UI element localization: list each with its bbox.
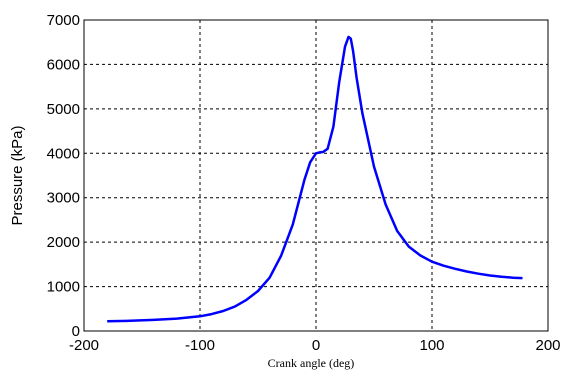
y-tick-label: 1000 — [47, 279, 80, 296]
y-axis-label: Pressure (kPa) — [9, 125, 26, 225]
y-tick-label: 4000 — [47, 145, 80, 162]
y-tick-label: 5000 — [47, 101, 80, 118]
grid-lines — [84, 20, 548, 331]
x-tick-label: -200 — [69, 337, 99, 354]
tick-labels: -200 -100 0 100 2000100020003000400050006000… — [47, 12, 561, 354]
x-axis-label: Crank angle (deg) — [268, 356, 355, 370]
x-tick-label: 200 — [535, 337, 560, 354]
pressure-curve — [107, 35, 523, 323]
x-tick-label: 100 — [419, 337, 444, 354]
x-tick-label: -100 — [185, 337, 215, 354]
y-tick-label: 0 — [72, 323, 80, 340]
plot-frame — [83, 19, 549, 332]
y-tick-label: 2000 — [47, 234, 80, 251]
y-tick-label: 7000 — [47, 12, 80, 29]
y-tick-label: 3000 — [47, 190, 80, 207]
x-tick-label: 0 — [312, 337, 320, 354]
y-tick-label: 6000 — [47, 56, 80, 73]
